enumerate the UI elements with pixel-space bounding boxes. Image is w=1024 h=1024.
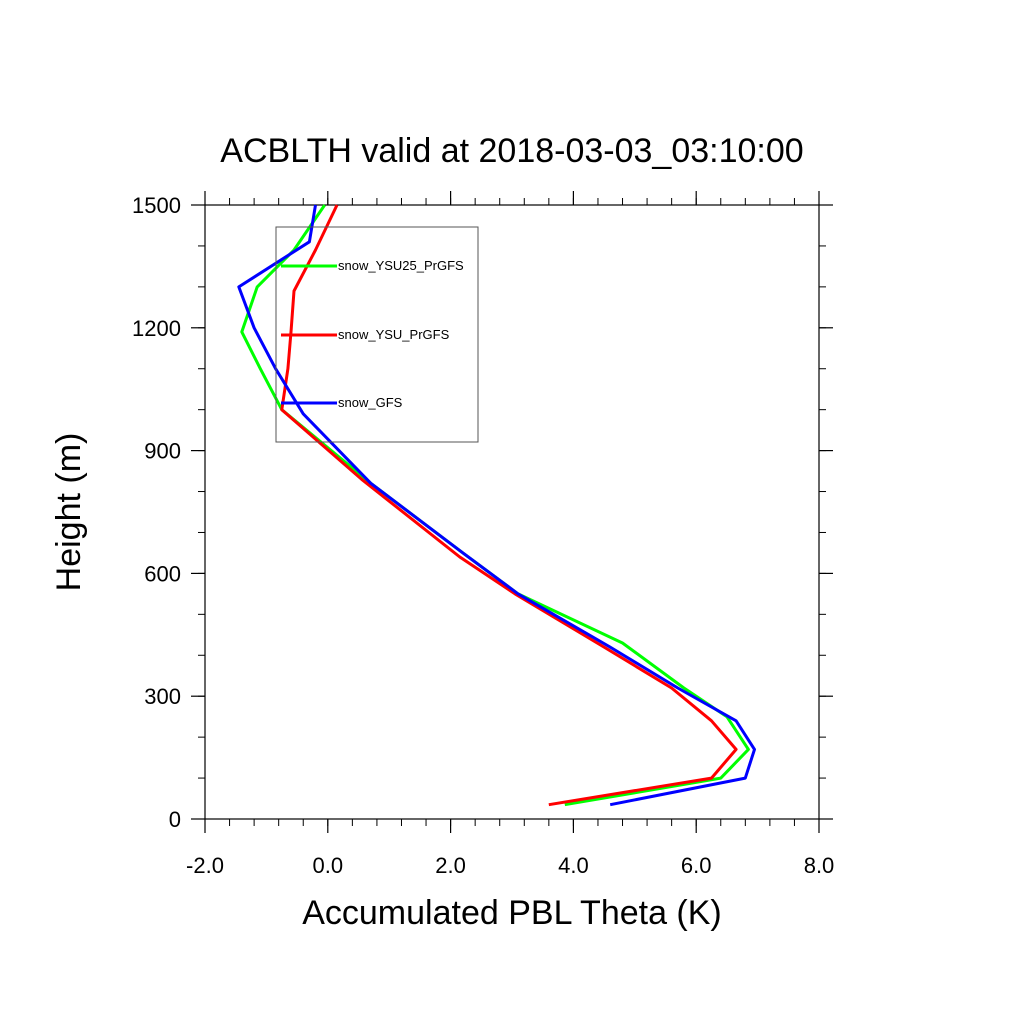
legend-label: snow_GFS <box>338 395 403 410</box>
x-axis-label: Accumulated PBL Theta (K) <box>302 894 722 932</box>
y-tick-label: 300 <box>144 684 181 709</box>
series-line-snow_YSU25_PrGFS <box>240 204 750 807</box>
series-line-snow_YSU_PrGFS <box>280 204 738 807</box>
legend-label: snow_YSU25_PrGFS <box>338 258 464 273</box>
y-tick-label: 0 <box>169 807 181 832</box>
x-tick-label: 4.0 <box>558 853 589 878</box>
axis-ticks: -2.0 0.0 2.0 4.0 6.0 8.0 0 300 600 900 1200 1500 <box>132 191 834 878</box>
legend: snow_YSU25_PrGFS snow_YSU_PrGFS snow_GFS <box>275 226 479 443</box>
y-tick-label: 600 <box>144 561 181 586</box>
series-layer <box>237 204 756 807</box>
plot-frame <box>204 204 820 820</box>
y-tick-label: 900 <box>144 439 181 464</box>
chart-title: ACBLTH valid at 2018-03-03_03:10:00 <box>220 132 803 170</box>
x-tick-label: 8.0 <box>804 853 835 878</box>
x-tick-label: 6.0 <box>681 853 712 878</box>
y-tick-label: 1200 <box>132 316 181 341</box>
y-axis-label: Height (m) <box>50 433 88 592</box>
x-tick-label: 0.0 <box>313 853 344 878</box>
x-tick-label: 2.0 <box>435 853 466 878</box>
y-tick-label: 1500 <box>132 193 181 218</box>
legend-box <box>275 226 479 443</box>
series-line-snow_GFS <box>237 204 756 807</box>
legend-label: snow_YSU_PrGFS <box>338 327 450 342</box>
x-tick-label: -2.0 <box>186 853 224 878</box>
